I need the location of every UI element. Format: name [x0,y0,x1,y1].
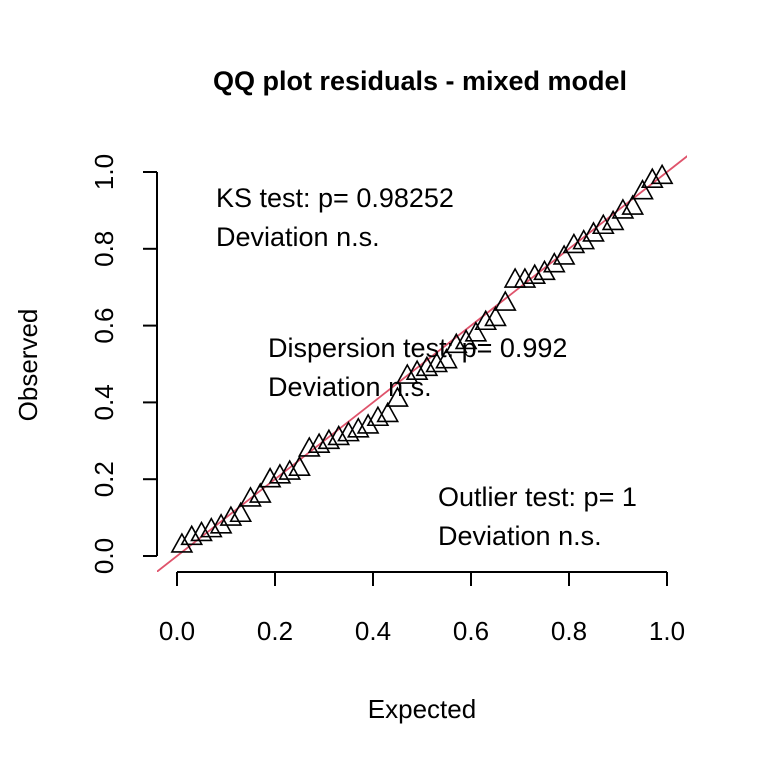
x-tick-label: 0.2 [257,616,293,646]
outlier-test-deviation: Deviation n.s. [438,521,602,551]
data-point [601,209,625,231]
data-point [562,232,586,254]
y-tick-label: 0.0 [89,538,119,574]
data-point [209,513,233,534]
data-point [219,505,243,526]
data-point [405,359,429,380]
data-point [484,305,507,327]
y-tick-label: 0.6 [89,308,119,344]
data-point [239,486,262,507]
dispersion-test-result: Dispersion test: p= 0.992 [268,333,567,363]
axes: 0.0 0.2 0.4 0.6 0.8 1.0 0.0 0.2 0.4 0.6 0.8 1.0 [89,154,685,646]
data-point [356,413,380,434]
data-point [621,194,645,215]
data-point [307,432,331,453]
data-point [640,167,664,188]
data-point [572,228,596,250]
data-point [533,259,556,281]
y-tick-label: 0.2 [89,461,119,497]
data-point [542,252,566,273]
data-point [425,351,449,373]
dispersion-test-annotation: Dispersion test: p= 0.992 Deviation n.s. [268,333,567,402]
data-point [435,348,458,369]
outlier-test-result: Outlier test: p= 1 [438,482,637,512]
y-tick-label: 1.0 [89,154,119,190]
data-point [454,328,478,350]
x-tick-label: 0.6 [453,616,489,646]
data-point [395,363,419,384]
data-points [170,163,674,553]
x-tick-label: 0.4 [355,616,391,646]
chart-title: QQ plot residuals - mixed model [213,66,627,96]
x-tick-label: 1.0 [649,616,685,646]
y-tick-label: 0.4 [89,384,119,420]
data-point [327,424,351,446]
data-point [346,417,370,438]
data-point [493,290,517,311]
ks-test-result: KS test: p= 0.98252 [216,183,454,213]
data-point [415,355,439,377]
data-point [297,436,321,457]
data-point [523,263,547,284]
data-point [190,520,213,542]
data-point [317,428,341,450]
data-point [376,401,400,423]
data-point [180,524,204,546]
ks-test-deviation: Deviation n.s. [216,222,380,252]
data-point [650,163,674,185]
data-point [288,455,311,476]
data-point [513,267,537,288]
y-axis-label: Observed [13,309,43,422]
data-point [611,198,635,219]
x-axis-label: Expected [368,694,476,724]
data-point [229,501,253,523]
ks-test-annotation: KS test: p= 0.98252 Deviation n.s. [216,183,454,252]
data-point [503,267,527,288]
data-point [258,467,282,488]
data-point [268,463,292,484]
outlier-test-annotation: Outlier test: p= 1 Deviation n.s. [438,482,637,551]
dispersion-test-deviation: Deviation n.s. [268,372,432,402]
data-point [337,420,360,442]
y-tick-label: 0.8 [89,231,119,267]
data-point [582,221,605,242]
data-point [444,332,468,354]
data-point [248,482,272,503]
data-point [386,386,409,407]
data-point [170,532,194,553]
data-point [474,309,498,331]
data-point [631,179,654,200]
data-point [552,244,576,265]
data-point [366,405,390,427]
x-tick-label: 0.0 [159,616,195,646]
data-point [199,516,223,538]
data-point [278,459,302,480]
data-point [464,321,488,342]
data-point [591,213,615,235]
x-tick-label: 0.8 [551,616,587,646]
